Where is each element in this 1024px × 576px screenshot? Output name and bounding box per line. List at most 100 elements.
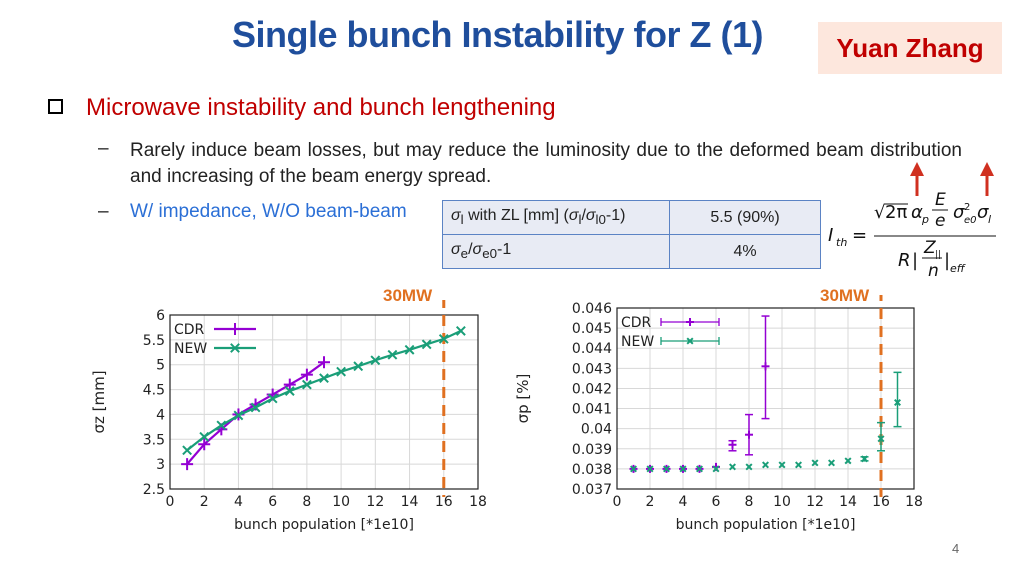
error-bar: [877, 421, 885, 452]
dash-icon: –: [98, 201, 109, 222]
data-point-new: [695, 465, 704, 473]
svg-text:th: th: [836, 236, 847, 249]
table-cell-value: 5.5 (90%): [669, 200, 821, 235]
sub-bullet-condition: W/ impedance, W/O beam-beam: [130, 201, 407, 222]
table-cell-label: σe/σe0-1: [442, 234, 670, 269]
legend-marker: [229, 323, 241, 335]
data-point-new: [893, 399, 902, 407]
data-point-new: [319, 373, 329, 384]
data-point-cdr: [300, 368, 313, 381]
legend-marker: [230, 343, 240, 353]
data-point-new: [712, 465, 720, 473]
data-point-new: [301, 379, 312, 390]
parameter-table: σl with ZL [mm] (σl/σl0-1) 5.5 (90%) σe/…: [442, 200, 821, 269]
data-point-cdr: [181, 458, 194, 471]
x-tick-label: 2: [646, 494, 655, 510]
data-point-new: [182, 445, 193, 456]
svg-text:I: I: [828, 225, 833, 246]
page-number: 4: [952, 541, 960, 556]
y-tick-label: 5: [156, 358, 165, 374]
x-tick-label: 6: [268, 494, 277, 510]
svg-text:2π: 2π: [885, 202, 907, 223]
data-point-new: [353, 361, 364, 372]
x-tick-label: 16: [435, 494, 453, 510]
data-point-cdr: [761, 362, 770, 371]
data-point-cdr: [198, 438, 211, 451]
x-tick-label: 18: [469, 494, 487, 510]
data-point-cdr: [745, 430, 753, 439]
x-tick-label: 16: [872, 494, 890, 510]
y-tick-label: 0.042: [572, 381, 612, 397]
svg-text:|: |: [912, 250, 918, 271]
data-point-new: [233, 410, 244, 421]
power-marker-label: 30MW: [383, 286, 433, 305]
data-point-new: [404, 344, 415, 355]
data-point-new: [811, 459, 819, 467]
series-line-cdr: [186, 361, 325, 465]
power-marker-label: 30MW: [820, 286, 870, 305]
svg-text:e: e: [935, 211, 945, 231]
plot-frame: [169, 314, 479, 490]
y-tick-label: 0.04: [581, 422, 612, 438]
table-cell-label: σl with ZL [mm] (σl/σl0-1): [442, 200, 670, 235]
data-point-cdr: [318, 356, 330, 369]
x-tick-label: 4: [679, 494, 688, 510]
x-tick-label: 0: [613, 494, 622, 510]
data-point-new: [250, 402, 261, 413]
square-bullet-icon: [48, 99, 63, 114]
svg-text:E: E: [935, 190, 946, 210]
data-point-new: [199, 431, 210, 442]
y-tick-label: 0.046: [572, 301, 612, 317]
y-tick-label: 4: [156, 407, 165, 423]
data-point-new: [778, 461, 786, 469]
legend-label: NEW: [621, 334, 654, 350]
svg-text:σ: σ: [953, 202, 965, 223]
y-tick-label: 0.037: [572, 482, 612, 498]
data-point-cdr: [728, 440, 737, 449]
y-tick-label: 0.038: [572, 462, 612, 478]
svg-text:R: R: [898, 250, 911, 271]
x-tick-label: 10: [773, 494, 791, 510]
x-tick-label: 18: [905, 494, 923, 510]
svg-text:eff: eff: [950, 262, 966, 275]
data-point-new: [745, 463, 753, 471]
y-tick-label: 3: [156, 457, 165, 473]
data-point-new: [455, 326, 466, 336]
bullet-heading: Microwave instability and bunch lengthen…: [86, 94, 556, 121]
data-point-new: [728, 463, 737, 471]
svg-text:|: |: [944, 250, 950, 271]
svg-text:2: 2: [964, 202, 970, 213]
x-tick-label: 8: [745, 494, 754, 510]
slide-title: Single bunch Instability for Z (1): [232, 14, 764, 55]
y-axis-label: σz [mm]: [90, 370, 108, 433]
data-point-new: [844, 457, 852, 465]
data-point-new: [877, 435, 885, 443]
data-point-new: [267, 393, 278, 404]
dash-icon: –: [98, 138, 109, 159]
error-bar: [893, 371, 902, 428]
data-point-new: [827, 459, 836, 467]
x-tick-label: 4: [234, 494, 243, 510]
data-point-new: [860, 455, 869, 463]
x-tick-label: 14: [839, 494, 857, 510]
threshold-formula: I th = √ 2π α p E e σ 2 e0 σ l R | Z || …: [828, 162, 996, 281]
data-point-new: [438, 333, 449, 344]
y-tick-label: 0.041: [572, 402, 612, 418]
up-arrow-icon: [910, 162, 924, 196]
y-tick-label: 0.043: [572, 361, 612, 377]
table-cell-value: 4%: [669, 234, 821, 269]
plot-frame: [616, 307, 915, 490]
legend-label: NEW: [174, 341, 207, 357]
data-point-new: [370, 355, 381, 366]
bunch-length-chart: 0 2 4 6 8 10 12 14 16 18 2.5 3 3.5 4 4.5 5 5.5 6 bunch pop…: [90, 300, 487, 533]
x-tick-label: 2: [200, 494, 209, 510]
y-tick-label: 6: [156, 308, 165, 324]
y-tick-label: 0.039: [572, 442, 612, 458]
x-tick-label: 12: [806, 494, 824, 510]
x-tick-label: 12: [366, 494, 384, 510]
x-axis-label: bunch population [*1e10]: [676, 517, 856, 533]
svg-text:n: n: [928, 261, 939, 281]
svg-text:σ: σ: [977, 202, 989, 223]
x-tick-label: 14: [401, 494, 419, 510]
y-tick-label: 2.5: [143, 482, 165, 498]
